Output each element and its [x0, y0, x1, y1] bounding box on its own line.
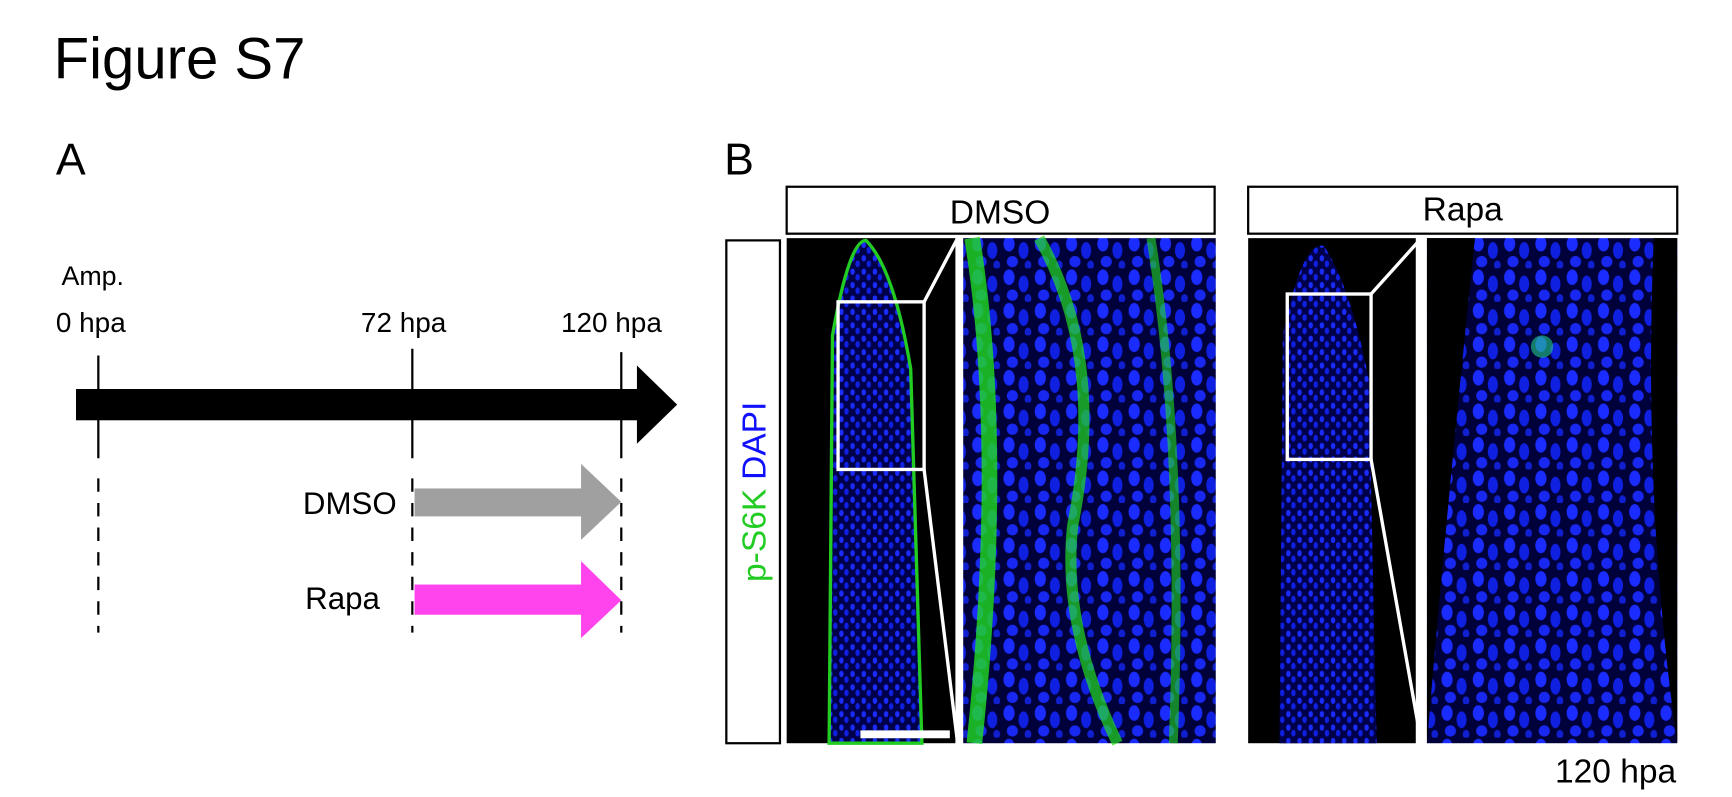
header-boxes — [725, 185, 1679, 745]
dmso-images — [786, 235, 1216, 746]
amputation-label: Amp. — [61, 261, 124, 291]
timepoint-footer: 120 hpa — [1555, 753, 1677, 790]
timepoint-label: 120 hpa — [561, 307, 662, 338]
treatment-label: Rapa — [305, 581, 380, 616]
timepoint-markers — [97, 348, 623, 633]
timepoint-label: 72 hpa — [361, 307, 447, 338]
dmso-arrow — [414, 463, 622, 540]
stain-label: p-S6K DAPI — [736, 402, 773, 582]
panel-label: B — [724, 135, 754, 184]
figure-title: Figure S7 — [54, 26, 306, 91]
column-header: Rapa — [1423, 191, 1503, 228]
treatment-label: DMSO — [303, 486, 397, 521]
rapa-arrow — [414, 561, 622, 639]
timeline-arrow — [75, 365, 678, 444]
rapa-images — [1248, 237, 1678, 744]
timepoint-label: 0 hpa — [56, 307, 126, 338]
column-header: DMSO — [950, 195, 1051, 232]
panel-label: A — [56, 135, 86, 184]
counterstain-label: DAPI — [736, 402, 773, 480]
marker-label: p-S6K — [736, 489, 773, 582]
